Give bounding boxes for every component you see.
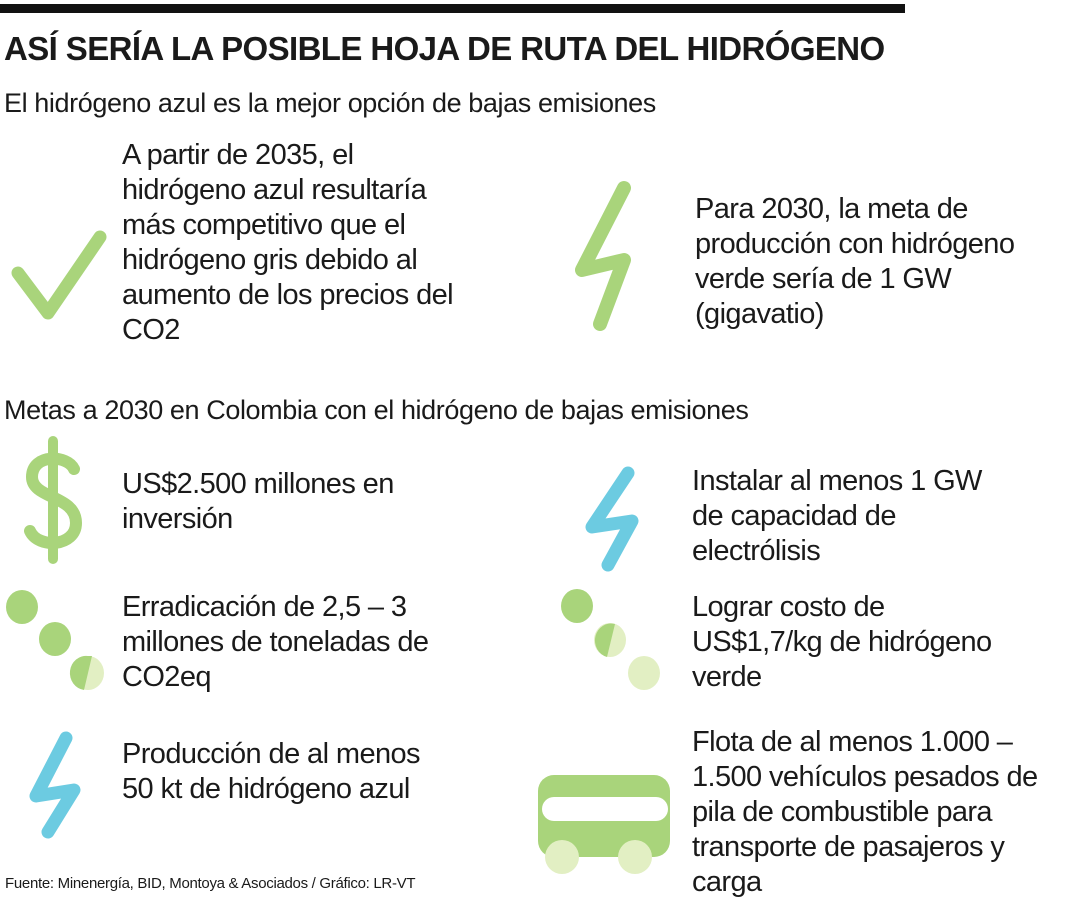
item-cost-goal: Lograr costo de US$1,7/kg de hidrógeno v… (692, 591, 992, 693)
section2-heading: Metas a 2030 en Colombia con el hidrógen… (4, 395, 749, 425)
dots-icon (6, 590, 104, 690)
lightning-icon (585, 466, 639, 572)
dollar-icon (24, 436, 83, 564)
item-blue-production: Producción de al menos 50 kt de hidrógen… (122, 738, 421, 805)
checkmark-icon (11, 230, 107, 320)
item-electrolysis: Instalar al menos 1 GW de capacidad de e… (692, 465, 982, 567)
item-green-hydrogen-goal: Para 2030, la meta de producción con hid… (695, 193, 1015, 330)
lightning-icon (575, 181, 631, 331)
item-co2-eradication: Erradicación de 2,5 – 3 millones de tone… (122, 591, 429, 693)
section1-heading: El hidrógeno azul es la mejor opción de … (4, 88, 656, 118)
item-blue-hydrogen-competitive: A partir de 2035, el hidrógeno azul resu… (122, 139, 454, 346)
page-title: ASÍ SERÍA LA POSIBLE HOJA DE RUTA DEL HI… (4, 30, 885, 67)
source-footer: Fuente: Minenergía, BID, Montoya & Asoci… (5, 875, 416, 892)
top-rule (0, 4, 905, 13)
item-vehicle-fleet: Flota de al menos 1.000 – 1.500 vehículo… (692, 726, 1038, 898)
bus-icon (538, 775, 670, 874)
item-investment: US$2.500 millones en inversión (122, 468, 394, 535)
dots-icon (561, 589, 660, 690)
lightning-icon (29, 731, 81, 839)
